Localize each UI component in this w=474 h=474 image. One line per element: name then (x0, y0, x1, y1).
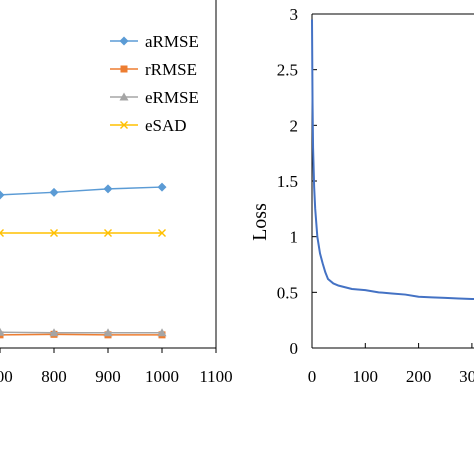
left-x-tick-label: 700 (0, 367, 13, 386)
legend-marker-eSAD (120, 121, 128, 129)
left-x-tick-label: 1000 (145, 367, 179, 386)
left-point-aRMSE (49, 187, 59, 197)
legend-label-eRMSE: eRMSE (145, 88, 199, 107)
left-point-aRMSE (157, 182, 167, 192)
left-x-tick-label: 1100 (199, 367, 232, 386)
right-y-tick-label: 0 (290, 339, 299, 358)
right-y-axis-title: Loss (249, 203, 271, 241)
left-point-eRMSE (49, 328, 59, 337)
right-x-tick-label: 100 (353, 367, 379, 386)
legend-marker-eSAD-stroke-b (120, 121, 128, 129)
left-point-eSAD-stroke-b (104, 229, 112, 237)
legend-marker-rRMSE (120, 65, 128, 73)
right-y-tick-label: 2.5 (277, 61, 298, 80)
left-point-eSAD-stroke-b (158, 229, 166, 237)
right-x-tick-label: 200 (406, 367, 432, 386)
left-point-eSAD (104, 229, 112, 237)
left-series-line-rRMSE (0, 333, 162, 336)
right-loss-curve (311, 19, 474, 301)
left-point-aRMSE (103, 184, 113, 194)
right-y-tick-label: 0.5 (277, 283, 298, 302)
right-y-tick-label: 1.5 (277, 172, 298, 191)
left-x-tick-label: 900 (95, 367, 121, 386)
left-point-aRMSE (0, 190, 5, 200)
legend-marker-eRMSE (119, 92, 129, 101)
left-point-eRMSE (103, 328, 113, 337)
right-y-tick-label: 2 (290, 116, 299, 135)
legend-label-eSAD: eSAD (145, 116, 187, 135)
right-x-tick-label: 0 (308, 367, 317, 386)
right-y-tick-label: 1 (290, 228, 299, 247)
legend-label-aRMSE: aRMSE (145, 32, 199, 51)
left-point-eSAD (50, 229, 58, 237)
right-chart: 0 0.5 1 1.5 2 2.5 3 0 100 200 300 Loss (249, 5, 474, 386)
left-point-eSAD (0, 229, 4, 237)
left-x-tick-label: 800 (41, 367, 67, 386)
left-point-eSAD-stroke-b (0, 229, 4, 234)
left-chart: 700 800 900 1000 1100 aRMSE rRMSE eRMSE eSAD (0, 0, 233, 386)
left-point-eRMSE (0, 327, 5, 336)
left-series-line-aRMSE (0, 186, 163, 196)
left-point-eRMSE (157, 328, 167, 337)
left-series-line-eRMSE (0, 331, 162, 334)
left-point-eSAD-stroke-b (50, 229, 58, 237)
left-point-eSAD (158, 229, 166, 237)
left-point-eSAD-stroke-a (0, 232, 4, 237)
legend-label-rRMSE: rRMSE (145, 60, 197, 79)
legend-marker-aRMSE (119, 36, 129, 46)
right-y-tick-label: 3 (290, 5, 299, 24)
right-x-tick-label: 300 (459, 367, 474, 386)
